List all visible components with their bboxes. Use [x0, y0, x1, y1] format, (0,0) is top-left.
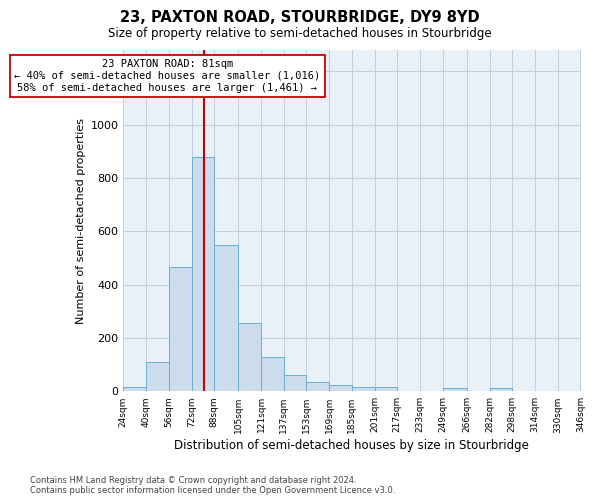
- Bar: [261, 357, 284, 392]
- Bar: [307, 382, 329, 392]
- Y-axis label: Number of semi-detached properties: Number of semi-detached properties: [76, 118, 86, 324]
- Text: 23, PAXTON ROAD, STOURBRIDGE, DY9 8YD: 23, PAXTON ROAD, STOURBRIDGE, DY9 8YD: [120, 10, 480, 25]
- Bar: [374, 388, 397, 392]
- Bar: [214, 245, 238, 392]
- Text: Contains public sector information licensed under the Open Government Licence v3: Contains public sector information licen…: [30, 486, 395, 495]
- Bar: [329, 386, 352, 392]
- Bar: [443, 388, 467, 392]
- Bar: [146, 362, 169, 392]
- Text: Size of property relative to semi-detached houses in Stourbridge: Size of property relative to semi-detach…: [108, 28, 492, 40]
- Bar: [124, 386, 146, 392]
- Bar: [352, 386, 374, 392]
- X-axis label: Distribution of semi-detached houses by size in Stourbridge: Distribution of semi-detached houses by …: [175, 440, 529, 452]
- Bar: [284, 375, 307, 392]
- Text: 23 PAXTON ROAD: 81sqm
← 40% of semi-detached houses are smaller (1,016)
58% of s: 23 PAXTON ROAD: 81sqm ← 40% of semi-deta…: [14, 60, 320, 92]
- Text: Contains HM Land Registry data © Crown copyright and database right 2024.: Contains HM Land Registry data © Crown c…: [30, 476, 356, 485]
- Bar: [191, 156, 214, 392]
- Bar: [490, 388, 512, 392]
- Bar: [169, 268, 191, 392]
- Bar: [238, 323, 261, 392]
